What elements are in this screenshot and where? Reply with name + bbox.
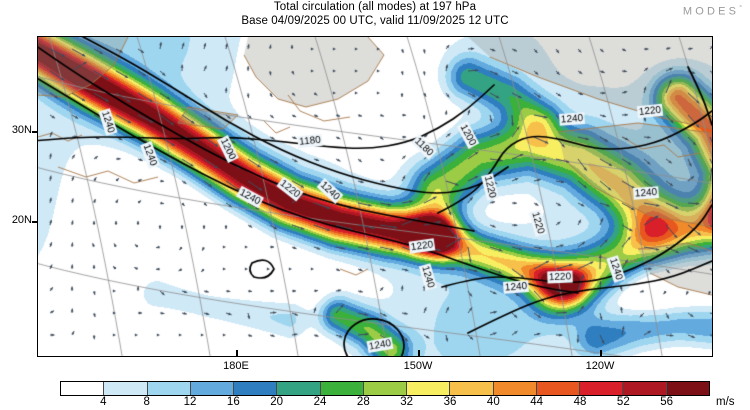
colorbar-segment <box>234 382 278 395</box>
colorbar-tick: 36 <box>443 396 457 408</box>
map-plot-area <box>37 36 713 357</box>
colorbar <box>60 381 710 396</box>
colorbar-tick: 20 <box>270 396 284 408</box>
colorbar-segment <box>277 382 321 395</box>
modes-logo-text: MODES <box>682 5 740 18</box>
colorbar-segment <box>320 382 364 395</box>
colorbar-tick: 52 <box>616 396 630 408</box>
colorbar-units-label: m/s <box>716 396 735 408</box>
modes-logo: MODES° <box>683 5 742 18</box>
y-axis-tick-label: 20N <box>11 214 32 226</box>
y-axis-tickmark <box>32 131 37 133</box>
x-axis-tick-label: 150W <box>403 360 433 372</box>
chart-title-block: Total circulation (all modes) at 197 hPa… <box>0 1 750 28</box>
colorbar-tick: 44 <box>530 396 544 408</box>
colorbar-segment <box>493 382 537 395</box>
colorbar-tick-labels: 4 8 12 16 20 24 28 32 36 40 44 48 52 56 <box>60 396 710 410</box>
wind-speed-field-canvas <box>38 37 712 356</box>
colorbar-segment <box>666 382 709 395</box>
colorbar-tick: 56 <box>660 396 674 408</box>
colorbar-tick: 12 <box>183 396 197 408</box>
colorbar-segment <box>407 382 451 395</box>
x-axis-tick-label: 120W <box>585 360 615 372</box>
colorbar-tick: 32 <box>400 396 414 408</box>
chart-subtitle: Base 04/09/2025 00 UTC, valid 11/09/2025… <box>241 14 509 27</box>
colorbar-tick: 4 <box>100 396 107 408</box>
colorbar-segment <box>623 382 667 395</box>
colorbar-segment <box>363 382 408 395</box>
colorbar-segment <box>536 382 581 395</box>
y-axis-tick-label: 30N <box>11 124 32 136</box>
colorbar-tick: 28 <box>356 396 370 408</box>
colorbar-segment <box>61 382 105 395</box>
colorbar-segment <box>580 382 624 395</box>
x-axis-tickmark <box>600 350 602 356</box>
colorbar-segment <box>147 382 191 395</box>
colorbar-segment <box>190 382 235 395</box>
y-axis-tickmark <box>32 221 37 223</box>
colorbar-tick: 24 <box>313 396 327 408</box>
colorbar-segment <box>104 382 148 395</box>
page-title: Total circulation (all modes) at 197 hPa <box>273 1 477 13</box>
colorbar-tick: 48 <box>573 396 587 408</box>
colorbar-segment <box>450 382 494 395</box>
modes-logo-mark: ° <box>739 5 742 12</box>
x-axis-tickmark <box>418 350 420 356</box>
colorbar-tick: 40 <box>486 396 500 408</box>
colorbar-tick: 16 <box>226 396 240 408</box>
x-axis-tick-label: 180E <box>223 360 249 372</box>
x-axis-tickmark <box>236 350 238 356</box>
colorbar-tick: 8 <box>143 396 150 408</box>
